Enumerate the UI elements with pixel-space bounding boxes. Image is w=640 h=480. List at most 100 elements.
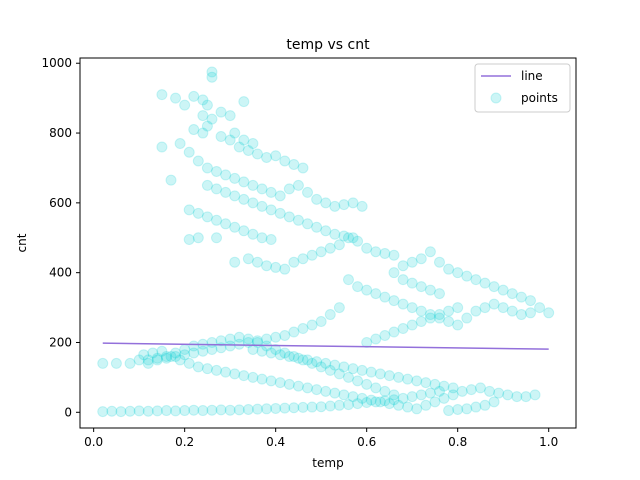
scatter-point <box>197 110 209 122</box>
scatter-point <box>306 249 318 261</box>
scatter-point <box>247 371 259 383</box>
scatter-point <box>192 155 204 167</box>
scatter-point <box>270 331 282 343</box>
scatter-point <box>156 345 168 357</box>
scatter-point <box>529 389 541 401</box>
scatter-point <box>179 349 191 361</box>
scatter-point <box>288 158 300 170</box>
scatter-point <box>292 179 304 191</box>
scatter-point <box>133 354 145 366</box>
scatter-point <box>220 169 232 181</box>
y-axis-label: cnt <box>15 233 29 252</box>
scatter-point <box>292 214 304 226</box>
scatter-point <box>479 399 491 411</box>
x-tick-label: 1.0 <box>539 435 558 449</box>
scatter-point <box>133 405 145 417</box>
scatter-point <box>261 403 273 415</box>
scatter-point <box>238 96 250 108</box>
scatter-point <box>201 162 213 174</box>
scatter-point <box>370 288 382 300</box>
scatter-point <box>192 232 204 244</box>
scatter-point <box>302 354 314 366</box>
scatter-point <box>261 333 273 345</box>
scatter-point <box>211 183 223 195</box>
scatter-point <box>188 340 200 352</box>
scatter-point <box>488 396 500 408</box>
scatter-point <box>197 94 209 106</box>
scatter-point <box>370 333 382 345</box>
scatter-point <box>315 246 327 258</box>
scatter-point <box>324 400 336 412</box>
scatter-point <box>274 190 286 202</box>
scatter-point <box>238 225 250 237</box>
scatter-point <box>461 270 473 282</box>
scatter-point <box>356 364 368 376</box>
scatter-point <box>288 326 300 338</box>
scatter-point <box>283 378 295 390</box>
scatter-point <box>333 399 345 411</box>
scatter-point <box>224 110 236 122</box>
scatter-point <box>233 141 245 153</box>
scatter-point <box>452 267 464 279</box>
scatter-point <box>302 186 314 198</box>
scatter-point <box>215 131 227 143</box>
scatter-point <box>165 174 177 186</box>
scatter-point <box>229 172 241 184</box>
x-tick-label: 0.2 <box>175 435 194 449</box>
scatter-point <box>424 246 436 258</box>
scatter-point <box>415 316 427 328</box>
scatter-point <box>97 357 109 369</box>
scatter-point <box>356 200 368 212</box>
scatter-point <box>424 387 436 399</box>
scatter-point <box>302 382 314 394</box>
scatter-point <box>292 352 304 364</box>
scatter-point <box>397 392 409 404</box>
scatter-point <box>447 389 459 401</box>
y-tick-label: 0 <box>64 405 72 419</box>
scatter-point <box>142 405 154 417</box>
scatter-point <box>265 375 277 387</box>
scatter-point <box>242 404 254 415</box>
scatter-point <box>220 218 232 230</box>
scatter-point <box>465 384 477 396</box>
scatter-point <box>324 364 336 376</box>
scatter-point <box>229 368 241 380</box>
x-tick-label: 0.4 <box>266 435 285 449</box>
chart-title: temp vs cnt <box>286 37 370 53</box>
scatter-point <box>247 138 259 150</box>
scatter-point <box>115 406 127 418</box>
scatter-point <box>297 253 309 265</box>
scatter-point <box>383 398 395 410</box>
scatter-point <box>270 150 282 162</box>
scatter-point <box>470 305 482 317</box>
scatter-point <box>433 385 445 397</box>
scatter-point <box>247 197 259 209</box>
x-tick-label: 0.6 <box>357 435 376 449</box>
scatter-point <box>183 357 195 369</box>
scatter-point <box>361 284 373 296</box>
scatter-point <box>124 405 136 417</box>
scatter-point <box>179 343 191 355</box>
plot-area <box>97 66 555 418</box>
scatter-point <box>151 354 163 366</box>
x-tick-label: 0.0 <box>84 435 103 449</box>
scatter-point <box>365 366 377 378</box>
scatter-point <box>443 316 455 328</box>
scatter-point <box>242 333 254 345</box>
scatter-point <box>515 309 527 321</box>
scatter-point <box>411 403 423 415</box>
scatter-point <box>338 199 350 211</box>
scatter-point <box>388 389 400 401</box>
scatter-point <box>447 382 459 394</box>
scatter-point <box>420 377 432 389</box>
scatter-point <box>170 350 182 362</box>
scatter-point <box>297 162 309 174</box>
points-layer <box>97 66 555 418</box>
scatter-point <box>238 176 250 188</box>
scatter-point <box>479 277 491 289</box>
scatter-point <box>306 357 318 369</box>
scatter-point <box>452 319 464 331</box>
scatter-point <box>124 357 136 369</box>
x-axis: 0.0 0.2 0.4 0.6 0.8 1.0 <box>84 428 558 449</box>
scatter-point <box>484 385 496 397</box>
